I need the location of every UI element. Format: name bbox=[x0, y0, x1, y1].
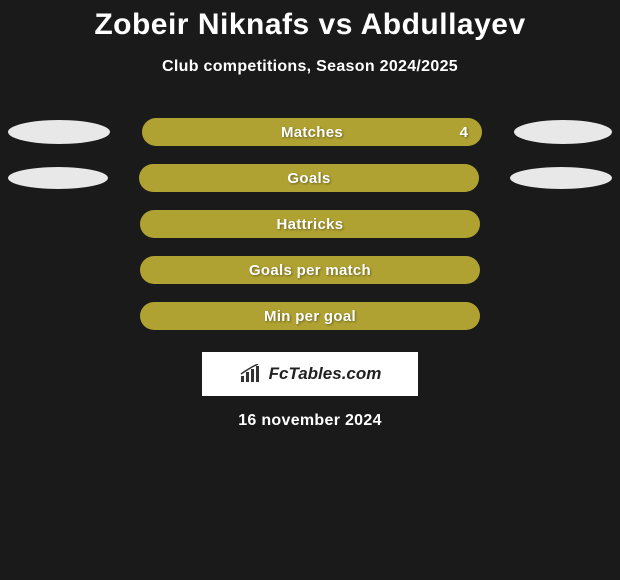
right-ellipse-placeholder bbox=[510, 304, 612, 328]
stat-label: Hattricks bbox=[277, 216, 344, 233]
stats-list: Matches 4 Goals Hattricks Goals per matc… bbox=[0, 118, 620, 330]
stat-row-matches: Matches 4 bbox=[0, 118, 620, 146]
left-ellipse-goals bbox=[8, 167, 108, 189]
stat-row-mpg: Min per goal bbox=[0, 302, 620, 330]
stat-label: Goals bbox=[287, 170, 330, 187]
page-title: Zobeir Niknafs vs Abdullayev bbox=[94, 8, 525, 42]
left-ellipse-matches bbox=[8, 120, 110, 144]
stat-label: Matches bbox=[281, 124, 343, 141]
chart-icon bbox=[239, 364, 263, 384]
stat-label: Min per goal bbox=[264, 308, 356, 325]
right-ellipse-matches bbox=[514, 120, 612, 144]
stat-row-gpm: Goals per match bbox=[0, 256, 620, 284]
left-ellipse-placeholder bbox=[8, 304, 110, 328]
logo-text: FcTables.com bbox=[269, 364, 382, 384]
stat-bar-matches: Matches 4 bbox=[142, 118, 482, 146]
right-ellipse-goals bbox=[510, 167, 612, 189]
stat-value-right: 4 bbox=[460, 124, 468, 141]
stat-label: Goals per match bbox=[249, 262, 371, 279]
stat-bar-goals: Goals bbox=[139, 164, 479, 192]
stat-bar-gpm: Goals per match bbox=[140, 256, 480, 284]
stat-row-hattricks: Hattricks bbox=[0, 210, 620, 238]
right-ellipse-placeholder bbox=[510, 258, 612, 282]
stat-bar-hattricks: Hattricks bbox=[140, 210, 480, 238]
left-ellipse-placeholder bbox=[8, 258, 110, 282]
stat-row-goals: Goals bbox=[0, 164, 620, 192]
date-text: 16 november 2024 bbox=[238, 412, 382, 430]
stat-bar-mpg: Min per goal bbox=[140, 302, 480, 330]
comparison-widget: Zobeir Niknafs vs Abdullayev Club compet… bbox=[0, 0, 620, 430]
logo-box[interactable]: FcTables.com bbox=[202, 352, 418, 396]
left-ellipse-placeholder bbox=[8, 212, 110, 236]
subtitle: Club competitions, Season 2024/2025 bbox=[162, 58, 458, 76]
right-ellipse-placeholder bbox=[510, 212, 612, 236]
